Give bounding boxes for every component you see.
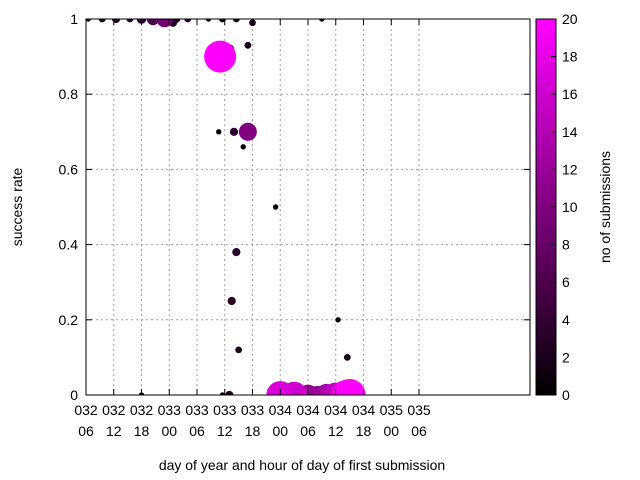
data-point (319, 19, 325, 22)
data-point (98, 19, 106, 23)
data-point (204, 40, 237, 73)
data-point (205, 19, 212, 22)
x-tick-label: 032 (130, 402, 154, 418)
x-tick-label: 033 (185, 402, 209, 418)
data-point (235, 346, 243, 354)
data-points (86, 19, 366, 395)
x-tick-label: 06 (189, 423, 205, 439)
x-tick-label: 033 (241, 402, 265, 418)
x-tick-label: 12 (217, 423, 233, 439)
y-axis-ticks: 0 0.2 0.4 0.6 0.8 1 (59, 11, 530, 403)
x-tick-label: 06 (411, 423, 427, 439)
data-point (227, 296, 236, 306)
data-point (225, 390, 234, 395)
grid (86, 19, 530, 395)
data-point (335, 317, 341, 323)
y-tick-label: 1 (70, 11, 78, 27)
x-tick-label: 00 (161, 423, 177, 439)
x-tick-label: 18 (245, 423, 261, 439)
x-tick-label: 12 (106, 423, 122, 439)
data-point (86, 19, 92, 22)
x-tick-label: 18 (356, 423, 372, 439)
x-tick-label: 00 (383, 423, 399, 439)
data-point (184, 19, 192, 23)
data-point (146, 19, 160, 26)
colorbar-label: no of submissions (597, 151, 613, 263)
data-point (219, 392, 226, 395)
data-point (229, 127, 239, 136)
colorbar-tick-label: 10 (562, 199, 578, 215)
data-point (232, 19, 240, 23)
x-tick-label: 033 (213, 402, 237, 418)
y-tick-label: 0.4 (59, 237, 79, 253)
x-axis-ticks: 032 06 032 12 032 18 033 00 033 06 033 12 033 18 034 00… (74, 19, 431, 439)
data-point (343, 354, 351, 361)
x-tick-label: 035 (380, 402, 404, 418)
y-tick-label: 0.6 (59, 161, 79, 177)
data-point (126, 19, 134, 23)
x-tick-label: 06 (78, 423, 94, 439)
x-tick-label: 034 (324, 402, 348, 418)
data-point (272, 204, 279, 210)
colorbar-tick-label: 4 (562, 312, 570, 328)
data-point (219, 19, 226, 23)
x-tick-label: 033 (158, 402, 182, 418)
x-tick-label: 032 (102, 402, 126, 418)
x-tick-label: 034 (269, 402, 293, 418)
colorbar-tick-label: 12 (562, 161, 578, 177)
x-tick-label: 12 (328, 423, 344, 439)
x-tick-label: 00 (272, 423, 288, 439)
colorbar-tick-label: 18 (562, 49, 578, 65)
data-point (232, 248, 241, 257)
data-point (333, 379, 366, 395)
x-tick-label: 034 (296, 402, 320, 418)
data-point (238, 122, 257, 141)
data-point (244, 41, 252, 49)
x-axis-label: day of year and hour of day of first sub… (159, 457, 445, 473)
colorbar-tick-label: 2 (562, 349, 570, 365)
colorbar-tick-label: 0 (562, 387, 570, 403)
y-axis-label: success rate (9, 167, 25, 246)
colorbar-tick-label: 6 (562, 274, 570, 290)
x-tick-label: 032 (74, 402, 98, 418)
colorbar-tick-label: 14 (562, 124, 578, 140)
x-tick-label: 18 (134, 423, 150, 439)
colorbar-tick-label: 8 (562, 237, 570, 253)
colorbar-ticks: 0 2 4 6 8 10 12 14 16 18 20 (551, 11, 578, 403)
colorbar-tick-label: 16 (562, 86, 578, 102)
y-tick-label: 0.2 (59, 312, 79, 328)
y-tick-label: 0 (70, 387, 78, 403)
y-tick-label: 0.8 (59, 86, 79, 102)
data-point (216, 129, 222, 135)
x-tick-label: 06 (300, 423, 316, 439)
x-tick-label: 035 (407, 402, 431, 418)
x-tick-label: 034 (352, 402, 376, 418)
data-point (240, 144, 246, 150)
colorbar-tick-label: 20 (562, 11, 578, 27)
data-point (266, 381, 295, 395)
